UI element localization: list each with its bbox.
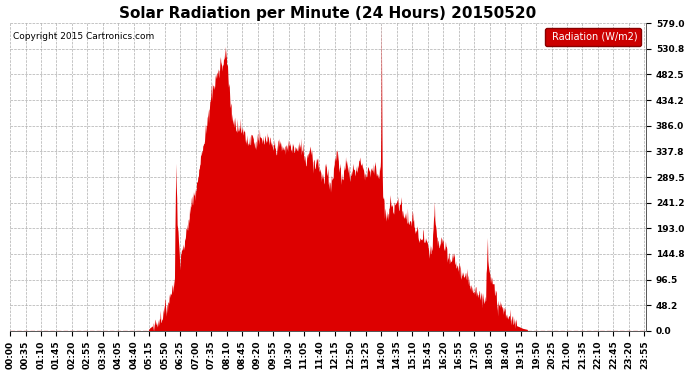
Text: Copyright 2015 Cartronics.com: Copyright 2015 Cartronics.com bbox=[13, 32, 155, 41]
Title: Solar Radiation per Minute (24 Hours) 20150520: Solar Radiation per Minute (24 Hours) 20… bbox=[119, 6, 537, 21]
Legend: Radiation (W/m2): Radiation (W/m2) bbox=[545, 28, 641, 46]
